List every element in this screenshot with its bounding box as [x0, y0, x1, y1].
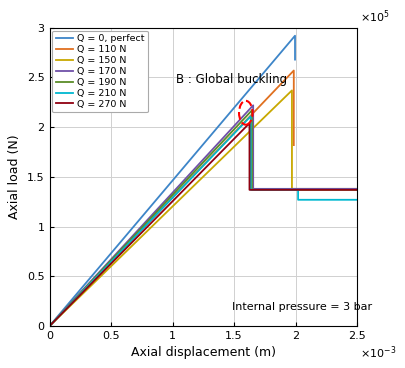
Q = 210 N: [355, 198, 360, 202]
Q = 210 N: [47, 324, 52, 328]
Q = 270 N: [247, 121, 252, 125]
Text: Internal pressure = 3 bar: Internal pressure = 3 bar: [232, 302, 372, 312]
Line: Q = 270 N: Q = 270 N: [49, 123, 357, 326]
Q = 190 N: [249, 188, 254, 192]
Line: Q = 210 N: Q = 210 N: [49, 116, 357, 326]
Q = 150 N: [355, 187, 360, 191]
Q = 170 N: [47, 324, 52, 328]
Line: Q = 150 N: Q = 150 N: [49, 91, 357, 326]
Q = 110 N: [291, 143, 296, 147]
Q = 110 N: [47, 324, 52, 328]
Q = 270 N: [247, 188, 252, 192]
Text: $\times10^{-3}$: $\times10^{-3}$: [360, 344, 396, 361]
Line: Q = 0, perfect: Q = 0, perfect: [49, 36, 295, 326]
Q = 150 N: [47, 324, 52, 328]
Q = 170 N: [251, 103, 256, 107]
Q = 270 N: [47, 324, 52, 328]
Legend: Q = 0, perfect, Q = 110 N, Q = 150 N, Q = 170 N, Q = 190 N, Q = 210 N, Q = 270 N: Q = 0, perfect, Q = 110 N, Q = 150 N, Q …: [52, 31, 148, 113]
Q = 190 N: [249, 108, 254, 113]
Q = 210 N: [296, 198, 301, 202]
Q = 210 N: [248, 114, 253, 118]
Q = 0, perfect: [292, 33, 297, 38]
X-axis label: Axial displacement (m): Axial displacement (m): [131, 347, 276, 360]
Line: Q = 190 N: Q = 190 N: [49, 110, 357, 326]
Q = 150 N: [290, 187, 294, 191]
Q = 210 N: [248, 188, 253, 192]
Q = 210 N: [296, 188, 301, 192]
Q = 170 N: [251, 187, 256, 191]
Line: Q = 170 N: Q = 170 N: [49, 105, 357, 326]
Q = 150 N: [290, 88, 294, 93]
Text: B : Global buckling: B : Global buckling: [176, 74, 288, 86]
Q = 190 N: [355, 188, 360, 192]
Q = 170 N: [355, 187, 360, 191]
Text: $\times10^{5}$: $\times10^{5}$: [360, 8, 390, 25]
Y-axis label: Axial load (N): Axial load (N): [9, 135, 21, 219]
Line: Q = 110 N: Q = 110 N: [49, 71, 294, 326]
Q = 270 N: [355, 188, 360, 192]
Q = 0, perfect: [47, 324, 52, 328]
Q = 110 N: [291, 68, 296, 73]
Q = 190 N: [47, 324, 52, 328]
Q = 0, perfect: [292, 57, 297, 62]
